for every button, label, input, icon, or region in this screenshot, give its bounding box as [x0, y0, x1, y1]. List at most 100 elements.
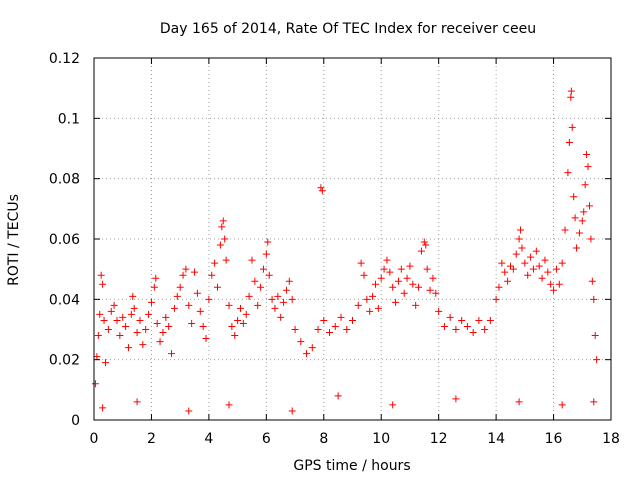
x-tick-label: 18 [602, 431, 620, 447]
data-point [257, 283, 265, 291]
data-point [265, 271, 273, 279]
y-tick-label: 0.02 [49, 353, 80, 369]
data-point [354, 301, 362, 309]
x-tick-label: 4 [204, 431, 213, 447]
data-point [349, 316, 356, 324]
data-point [242, 310, 250, 318]
data-point [403, 274, 411, 282]
data-point [498, 259, 506, 267]
data-point [529, 265, 537, 273]
data-point [501, 268, 509, 276]
y-axis-label: ROTI / TECUs [6, 194, 22, 286]
data-point [136, 316, 144, 324]
data-point [303, 350, 311, 358]
data-point [259, 265, 267, 273]
x-tick-label: 0 [90, 431, 99, 447]
data-point [205, 295, 213, 303]
data-point [547, 280, 555, 288]
data-point [196, 307, 204, 315]
data-point [452, 395, 460, 403]
data-point [285, 277, 293, 285]
data-point [558, 259, 566, 267]
data-point [588, 277, 596, 285]
data-point [568, 123, 576, 131]
data-point [512, 250, 520, 258]
data-point [225, 301, 233, 309]
data-point [518, 244, 526, 252]
data-point [211, 259, 219, 267]
data-point [593, 356, 601, 364]
data-point [389, 283, 397, 291]
data-point [552, 265, 560, 273]
data-point [504, 277, 512, 285]
data-point [110, 301, 118, 309]
data-point [202, 335, 210, 343]
data-point [463, 322, 471, 330]
data-point [397, 265, 405, 273]
data-point [254, 301, 262, 309]
data-point [107, 307, 115, 315]
y-tick-label: 0 [71, 413, 80, 429]
data-point [199, 322, 207, 330]
data-point [587, 235, 595, 243]
data-point [99, 280, 107, 288]
grid-lines [94, 58, 611, 420]
data-point [271, 304, 279, 312]
data-point [581, 181, 589, 189]
x-tick-label: 2 [147, 431, 156, 447]
data-point [318, 187, 326, 195]
data-point [492, 295, 500, 303]
data-point [104, 326, 112, 333]
data-point [133, 398, 141, 406]
x-tick-label: 10 [372, 431, 390, 447]
x-tick-label: 16 [545, 431, 563, 447]
data-point [558, 401, 566, 409]
x-tick-label: 12 [430, 431, 448, 447]
data-point [179, 271, 187, 279]
data-point [222, 256, 230, 264]
data-point [268, 295, 276, 303]
data-point [288, 295, 296, 303]
data-point [392, 298, 400, 306]
data-point [541, 256, 549, 264]
data-point [506, 262, 514, 270]
data-point [191, 268, 199, 276]
data-point [127, 310, 135, 318]
data-point [475, 316, 483, 324]
data-point [239, 319, 247, 327]
plot-frame [93, 57, 612, 421]
data-point [326, 329, 334, 337]
data-point [251, 277, 259, 285]
data-point [580, 208, 588, 216]
data-point [282, 286, 290, 294]
data-point [219, 217, 227, 225]
data-point [185, 407, 193, 415]
data-point [357, 259, 365, 267]
data-point [422, 241, 430, 249]
data-point [415, 283, 423, 291]
data-point [147, 298, 155, 306]
data-point [573, 244, 581, 252]
data-point [590, 398, 598, 406]
data-point [458, 316, 466, 324]
data-point [264, 238, 272, 246]
data-point [188, 319, 196, 327]
data-point [274, 292, 282, 300]
axis-ticks [93, 57, 612, 421]
data-point [288, 407, 296, 415]
data-point [374, 304, 382, 312]
data-point [417, 247, 425, 255]
data-point [150, 283, 158, 291]
data-point [561, 226, 569, 234]
data-point [193, 289, 201, 297]
data-point [429, 274, 437, 282]
data-point [101, 359, 109, 367]
data-point [291, 326, 299, 333]
data-point [420, 238, 428, 246]
data-point [386, 268, 394, 276]
data-point [409, 280, 417, 288]
x-tick-label: 8 [319, 431, 328, 447]
data-point [550, 286, 558, 294]
data-point [495, 283, 503, 291]
x-tick-label: 6 [262, 431, 271, 447]
